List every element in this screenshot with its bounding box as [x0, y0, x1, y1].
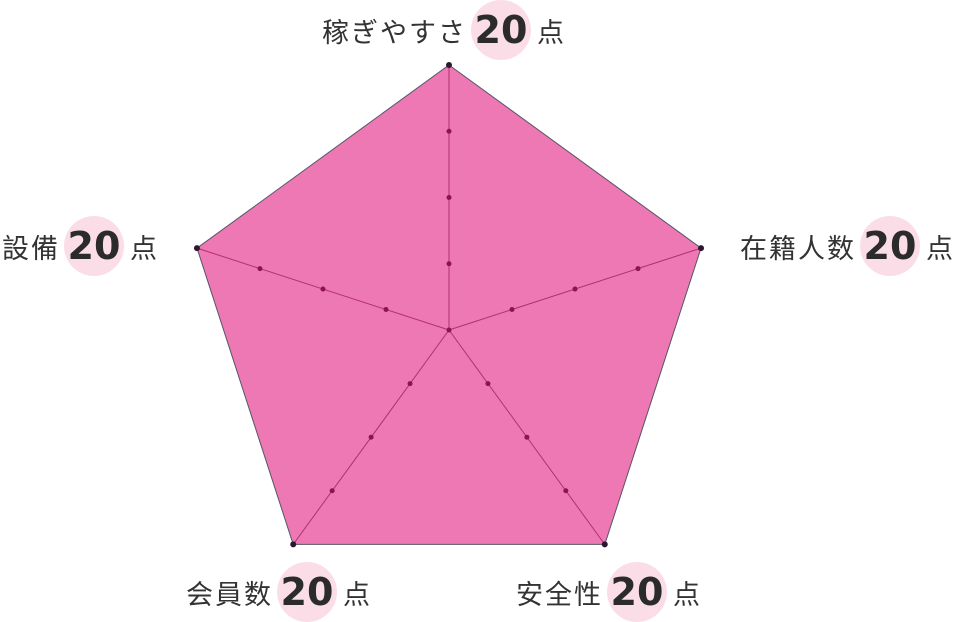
tick-dot-right-3: [635, 266, 641, 272]
tick-dot-top-1: [446, 261, 452, 267]
axis-name: 会員数: [186, 579, 273, 611]
tick-dot-bl-3: [329, 488, 335, 494]
score-badge: 20: [860, 216, 920, 276]
axis-name: 在籍人数: [740, 233, 856, 265]
score-unit: 点: [343, 579, 372, 611]
data-point-br: [601, 541, 608, 548]
axis-name: 稼ぎやすさ: [322, 17, 467, 49]
tick-dot-left-2: [320, 286, 326, 292]
axis-label-left: 設備 20 点: [2, 216, 159, 276]
score-unit: 点: [537, 17, 566, 49]
score-badge: 20: [64, 216, 124, 276]
score-badge: 20: [607, 562, 667, 622]
tick-dot-left-1: [383, 307, 389, 313]
center-dot: [446, 327, 452, 333]
tick-dot-br-3: [563, 488, 569, 494]
axis-label-bottom-left: 会員数 20 点: [186, 562, 372, 622]
tick-dot-top-3: [446, 128, 452, 134]
data-point-left: [193, 245, 200, 252]
tick-dot-br-1: [485, 381, 491, 387]
tick-dot-bl-2: [368, 434, 374, 440]
tick-dot-br-2: [524, 434, 530, 440]
data-point-bl: [290, 541, 297, 548]
score-unit: 点: [130, 233, 159, 265]
score-badge: 20: [277, 562, 337, 622]
tick-dot-right-1: [509, 307, 515, 313]
tick-dot-left-3: [257, 266, 263, 272]
axis-label-bottom-right: 安全性 20 点: [516, 562, 702, 622]
score-unit: 点: [926, 233, 955, 265]
axis-name: 設備: [2, 233, 60, 265]
score-unit: 点: [673, 579, 702, 611]
tick-dot-right-2: [572, 286, 578, 292]
data-point-right: [698, 245, 705, 252]
axis-label-top: 稼ぎやすさ 20 点: [322, 0, 566, 60]
axis-name: 安全性: [516, 579, 603, 611]
data-point-top: [446, 62, 452, 68]
tick-dot-bl-1: [407, 381, 413, 387]
tick-dot-top-2: [446, 195, 452, 200]
score-badge: 20: [471, 0, 531, 60]
axis-label-right: 在籍人数 20 点: [740, 216, 955, 276]
